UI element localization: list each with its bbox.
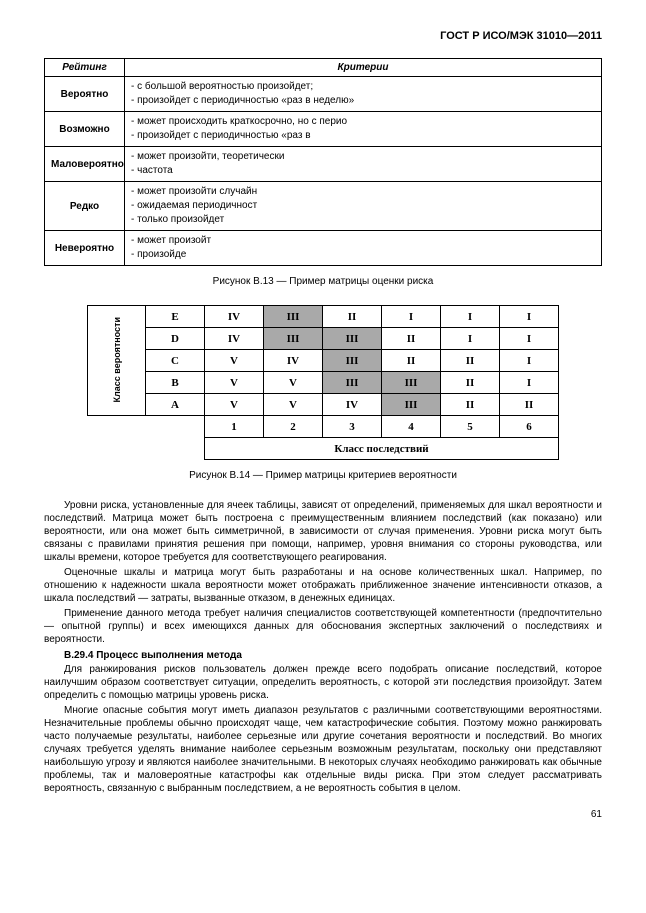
matrix-cell: I [500, 306, 559, 328]
rating-cell: Вероятно [45, 77, 125, 112]
matrix-cell: I [382, 306, 441, 328]
matrix-cell: IV [205, 306, 264, 328]
matrix-cell: I [441, 328, 500, 350]
col-header: 1 [205, 416, 264, 438]
col-header: 2 [264, 416, 323, 438]
matrix-cell: V [205, 350, 264, 372]
rating-cell: Возможно [45, 112, 125, 147]
matrix-cell: III [264, 306, 323, 328]
col-header: 4 [382, 416, 441, 438]
matrix-cell: V [264, 372, 323, 394]
criteria-cell: - может происходить краткосрочно, но с п… [125, 112, 602, 147]
para-5: Многие опасные события могут иметь диапа… [44, 704, 602, 795]
doc-id: ГОСТ Р ИСО/МЭК 31010—2011 [44, 30, 602, 42]
row-header: A [146, 394, 205, 416]
matrix-cell: I [500, 350, 559, 372]
matrix-cell: IV [323, 394, 382, 416]
criteria-cell: - может произойт- произойде [125, 231, 602, 266]
matrix-cell: III [382, 394, 441, 416]
matrix-cell: III [323, 350, 382, 372]
row-header: C [146, 350, 205, 372]
criteria-cell: - может произойти случайн- ожидаемая пер… [125, 182, 602, 231]
risk-matrix: Класс вероятностиEIVIIIIIIIIDIVIIIIIIIII… [87, 305, 559, 460]
matrix-cell: V [205, 394, 264, 416]
consequence-axis-label: Класс последствий [205, 438, 559, 460]
matrix-cell: V [205, 372, 264, 394]
col-header: 5 [441, 416, 500, 438]
col-header: 6 [500, 416, 559, 438]
matrix-cell: II [382, 328, 441, 350]
criteria-cell: - может произойти, теоретически- частота [125, 147, 602, 182]
rating-cell: Невероятно [45, 231, 125, 266]
matrix-cell: III [323, 372, 382, 394]
rating-cell: Маловероятно [45, 147, 125, 182]
rating-cell: Редко [45, 182, 125, 231]
matrix-cell: IV [205, 328, 264, 350]
matrix-cell: II [441, 394, 500, 416]
matrix-cell: V [264, 394, 323, 416]
para-2: Оценочные шкалы и матрица могут быть раз… [44, 566, 602, 605]
matrix-cell: I [441, 306, 500, 328]
row-header: B [146, 372, 205, 394]
col-header: 3 [323, 416, 382, 438]
para-4: Для ранжирования рисков пользователь дол… [44, 663, 602, 702]
col-criteria: Критерии [125, 59, 602, 77]
criteria-table: Рейтинг Критерии Вероятно- с большой вер… [44, 58, 602, 266]
matrix-cell: II [441, 372, 500, 394]
matrix-cell: II [323, 306, 382, 328]
matrix-cell: II [441, 350, 500, 372]
section-heading: В.29.4 Процесс выполнения метода [44, 650, 602, 661]
criteria-cell: - с большой вероятностью произойдет;- пр… [125, 77, 602, 112]
matrix-cell: III [323, 328, 382, 350]
matrix-cell: II [500, 394, 559, 416]
matrix-cell: I [500, 372, 559, 394]
matrix-cell: II [382, 350, 441, 372]
matrix-cell: III [382, 372, 441, 394]
fig13-caption: Рисунок В.13 — Пример матрицы оценки рис… [44, 276, 602, 287]
col-rating: Рейтинг [45, 59, 125, 77]
para-3: Применение данного метода требует наличи… [44, 607, 602, 646]
matrix-cell: III [264, 328, 323, 350]
page-number: 61 [44, 809, 602, 820]
matrix-cell: I [500, 328, 559, 350]
fig14-caption: Рисунок В.14 — Пример матрицы критериев … [44, 470, 602, 481]
matrix-cell: IV [264, 350, 323, 372]
prob-axis-label: Класс вероятности [88, 306, 146, 416]
row-header: E [146, 306, 205, 328]
row-header: D [146, 328, 205, 350]
para-1: Уровни риска, установленные для ячеек та… [44, 499, 602, 564]
